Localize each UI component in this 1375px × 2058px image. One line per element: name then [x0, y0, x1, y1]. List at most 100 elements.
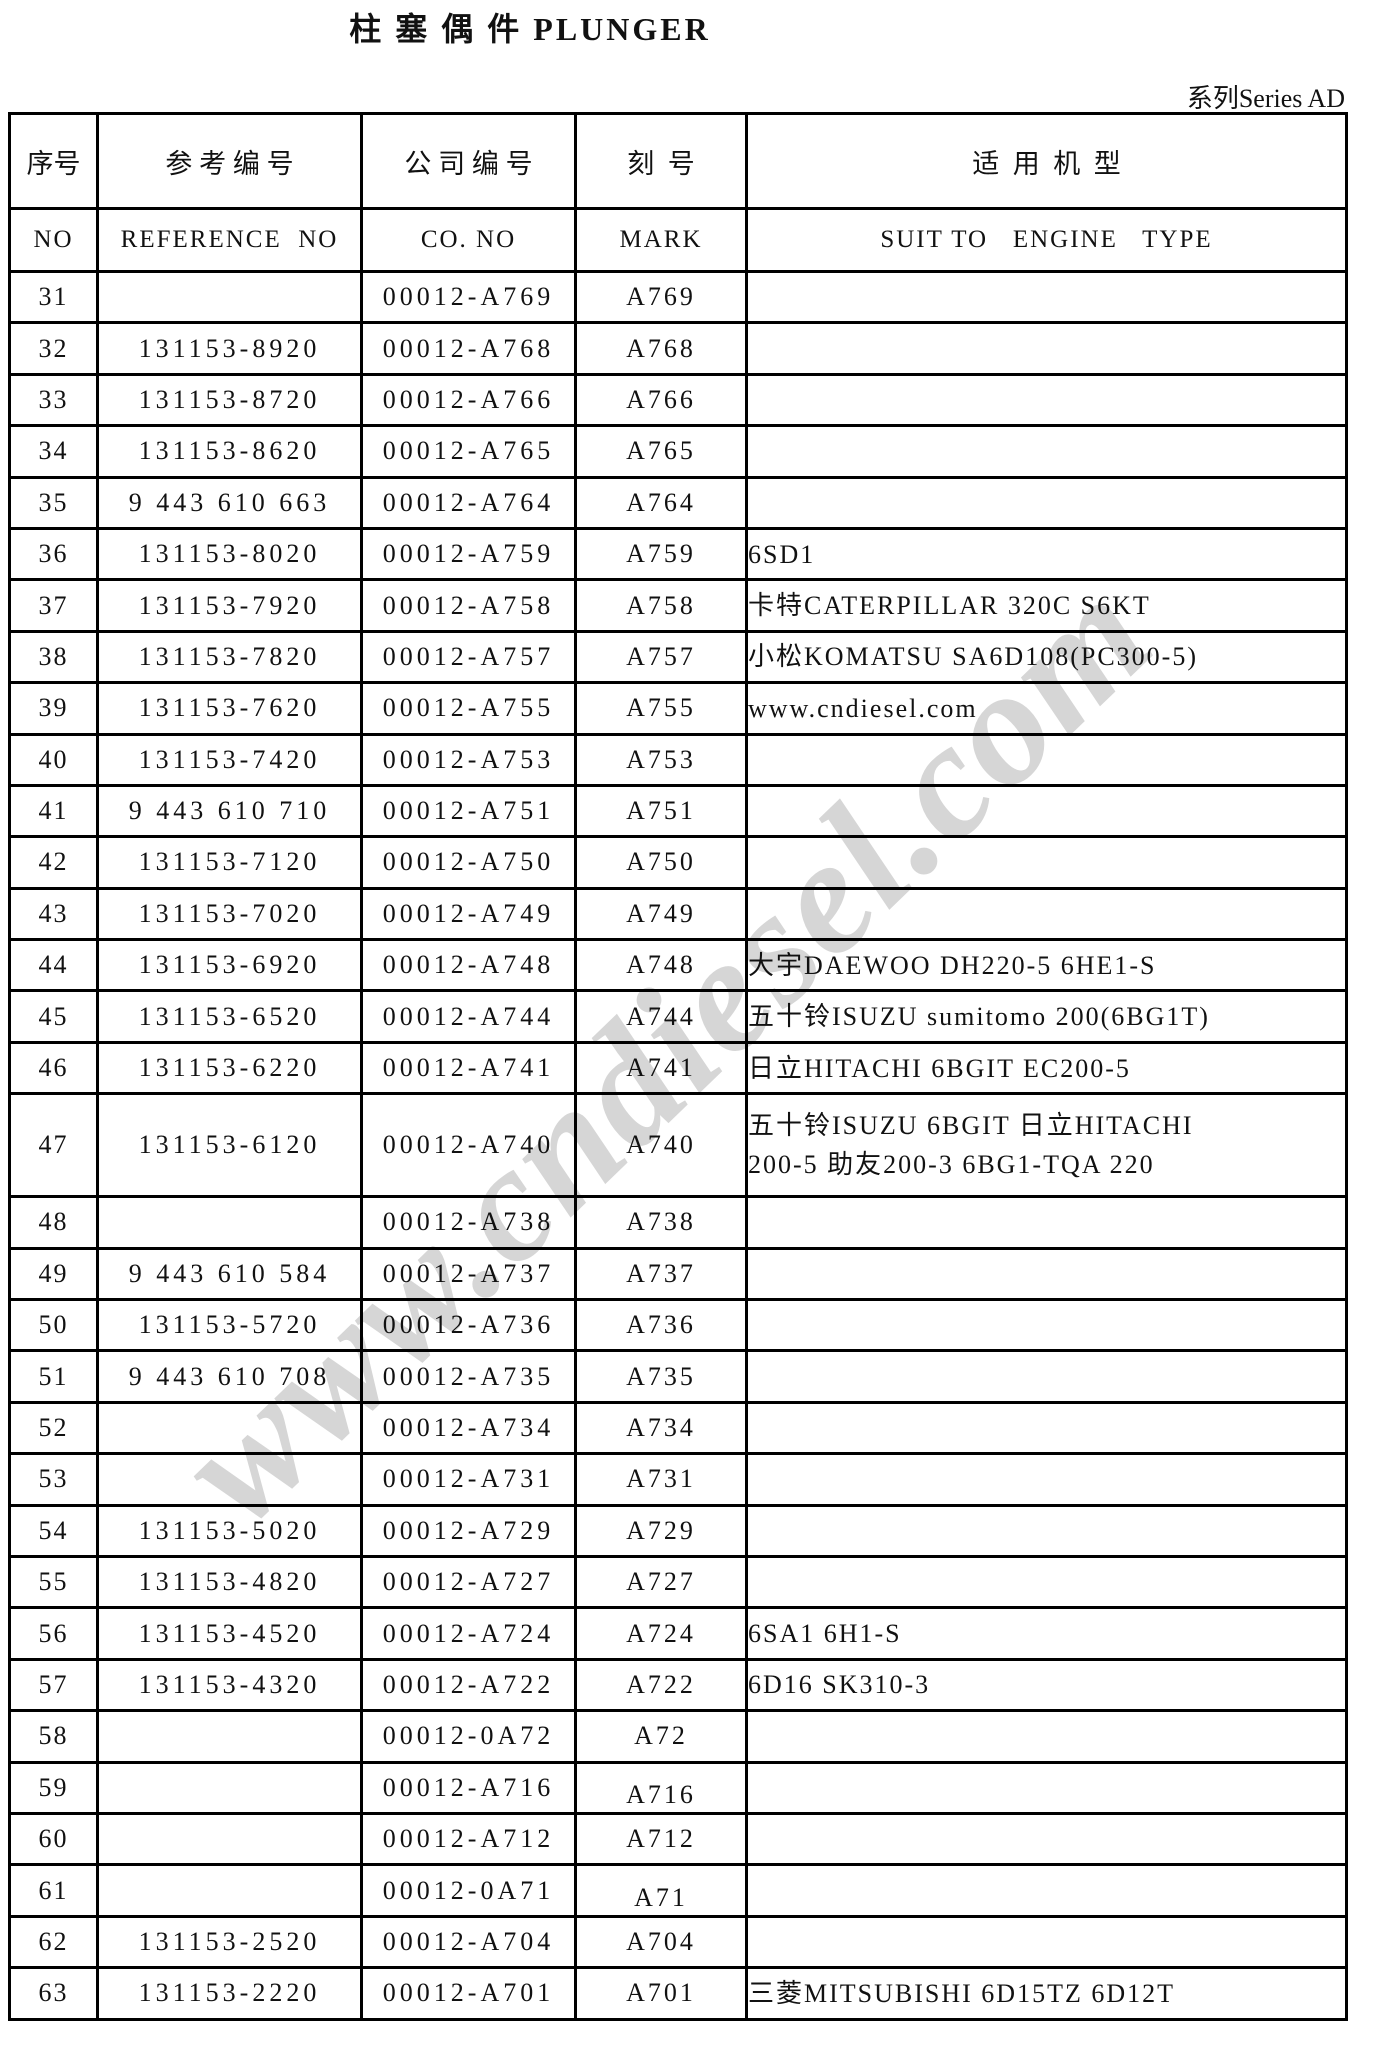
cell-engine: 6SA1 6H1-S: [745, 1606, 1348, 1661]
cell-mark: A704: [574, 1914, 748, 1970]
cell-engine: [745, 1503, 1348, 1558]
cell-co: 00012-A737: [360, 1246, 577, 1302]
table-row: 37 131153-7920 00012-A758 A758 卡特CATERPILLAR…: [8, 578, 1348, 633]
cell-no: 57: [8, 1657, 99, 1713]
cell-engine: [745, 1760, 1348, 1815]
cell-co: 00012-A701: [360, 1966, 577, 2021]
cell-ref: [96, 1709, 363, 1764]
cell-co: 00012-A744: [360, 989, 577, 1044]
cell-co: 00012-A769: [360, 269, 577, 325]
table-row: 36 131153-8020 00012-A759 A759 6SD1: [8, 526, 1348, 582]
cell-no: 47: [8, 1092, 99, 1199]
cell-co: 00012-A729: [360, 1503, 577, 1558]
table-row: 46 131153-6220 00012-A741 A741 日立HITACHI 6BG…: [8, 1040, 1348, 1096]
table-row: 53 00012-A731 A731: [8, 1452, 1348, 1507]
cell-ref: [96, 1452, 363, 1507]
cell-engine: 大宇DAEWOO DH220-5 6HE1-S: [745, 938, 1348, 993]
cell-ref: 131153-8020: [96, 526, 363, 582]
cell-ref: 9 443 610 708: [96, 1349, 363, 1404]
cell-mark: A759: [574, 526, 748, 582]
cell-ref: 131153-6520: [96, 989, 363, 1044]
cell-mark: A741: [574, 1040, 748, 1096]
cell-no: 42: [8, 835, 99, 890]
cell-co: 00012-A766: [360, 372, 577, 428]
cell-no: 43: [8, 886, 99, 942]
cell-ref: 131153-6220: [96, 1040, 363, 1096]
cell-mark: A727: [574, 1554, 748, 1610]
cell-no: 34: [8, 424, 99, 479]
table-row: 48 00012-A738 A738: [8, 1195, 1348, 1250]
parts-table: 序号 参 考 编 号 公 司 编 号 刻 号 适 用 机 型 NO REFERE…: [8, 112, 1348, 2021]
cell-engine: [745, 475, 1348, 530]
cell-ref: 131153-7420: [96, 732, 363, 787]
cell-co: 00012-A753: [360, 732, 577, 787]
cell-ref: 131153-2520: [96, 1914, 363, 1970]
cell-mark: A751: [574, 783, 748, 839]
cell-no: 37: [8, 578, 99, 633]
cell-ref: 131153-8620: [96, 424, 363, 479]
cell-mark: A737: [574, 1246, 748, 1302]
cell-co: 00012-A731: [360, 1452, 577, 1507]
table-row: 33 131153-8720 00012-A766 A766: [8, 372, 1348, 428]
table-row: 42 131153-7120 00012-A750 A750: [8, 835, 1348, 890]
cell-co: 00012-A724: [360, 1606, 577, 1661]
cell-engine: [745, 886, 1348, 942]
cell-engine: [745, 783, 1348, 839]
cell-ref: 131153-4520: [96, 1606, 363, 1661]
cell-ref: 131153-8720: [96, 372, 363, 428]
cell-mark: A722: [574, 1657, 748, 1713]
cell-co: 00012-A751: [360, 783, 577, 839]
table-row: 39 131153-7620 00012-A755 A755 www.cndiesel.…: [8, 681, 1348, 736]
cell-engine: [745, 1863, 1348, 1918]
cell-engine: [745, 1400, 1348, 1456]
cell-co: 00012-A748: [360, 938, 577, 993]
cell-mark: A766: [574, 372, 748, 428]
header-ref-cn: 参 考 编 号: [96, 112, 363, 210]
cell-mark: A701: [574, 1966, 748, 2021]
engine-line-1: 五十铃ISUZU 6BGIT 日立HITACHI: [748, 1111, 1194, 1141]
cell-no: 52: [8, 1400, 99, 1456]
cell-no: 61: [8, 1863, 99, 1918]
cell-ref: 131153-7820: [96, 629, 363, 685]
cell-engine: 卡特CATERPILLAR 320C S6KT: [745, 578, 1348, 633]
cell-ref: 131153-2220: [96, 1966, 363, 2021]
table-row: 56 131153-4520 00012-A724 A724 6SA1 6H1-S: [8, 1606, 1348, 1661]
page-title: 柱 塞 偶 件 PLUNGER: [349, 11, 711, 47]
cell-co: 00012-A765: [360, 424, 577, 479]
cell-ref: 131153-6120: [96, 1092, 363, 1199]
cell-co: 00012-A757: [360, 629, 577, 685]
cell-co: 00012-0A71: [360, 1863, 577, 1918]
cell-co: 00012-A768: [360, 321, 577, 376]
engine-line-2: 200-5 助友200-3 6BG1-TQA 220: [748, 1150, 1155, 1180]
cell-no: 55: [8, 1554, 99, 1610]
cell-engine: [745, 1298, 1348, 1353]
cell-engine: 五十铃ISUZU 6BGIT 日立HITACHI 200-5 助友200-3 6B…: [745, 1092, 1348, 1199]
table-row: 38 131153-7820 00012-A757 A757 小松KOMATSU SA6…: [8, 629, 1348, 685]
header-engine-cn: 适 用 机 型: [745, 112, 1348, 210]
table-row: 47 131153-6120 00012-A740 A740 五十铃ISUZU 6BGI…: [8, 1092, 1348, 1199]
table-row: 58 00012-0A72 A72: [8, 1709, 1348, 1764]
cell-no: 53: [8, 1452, 99, 1507]
cell-ref: [96, 1400, 363, 1456]
cell-no: 63: [8, 1966, 99, 2021]
cell-mark: A736: [574, 1298, 748, 1353]
cell-co: 00012-A740: [360, 1092, 577, 1199]
cell-no: 59: [8, 1760, 99, 1815]
table-row: 52 00012-A734 A734: [8, 1400, 1348, 1456]
cell-engine: [745, 835, 1348, 890]
cell-no: 41: [8, 783, 99, 839]
header-no-en: NO: [8, 207, 99, 273]
cell-engine: 小松KOMATSU SA6D108(PC300-5): [745, 629, 1348, 685]
cell-ref: 131153-4820: [96, 1554, 363, 1610]
cell-ref: 131153-7920: [96, 578, 363, 633]
table-row: 40 131153-7420 00012-A753 A753: [8, 732, 1348, 787]
cell-co: 00012-A716: [360, 1760, 577, 1815]
cell-mark: A744: [574, 989, 748, 1044]
table-row: 41 9 443 610 710 00012-A751 A751: [8, 783, 1348, 839]
header-co-cn: 公 司 编 号: [360, 112, 577, 210]
cell-co: 00012-A734: [360, 1400, 577, 1456]
cell-co: 00012-A750: [360, 835, 577, 890]
cell-ref: 131153-5020: [96, 1503, 363, 1558]
cell-no: 58: [8, 1709, 99, 1764]
cell-ref: 9 443 610 663: [96, 475, 363, 530]
